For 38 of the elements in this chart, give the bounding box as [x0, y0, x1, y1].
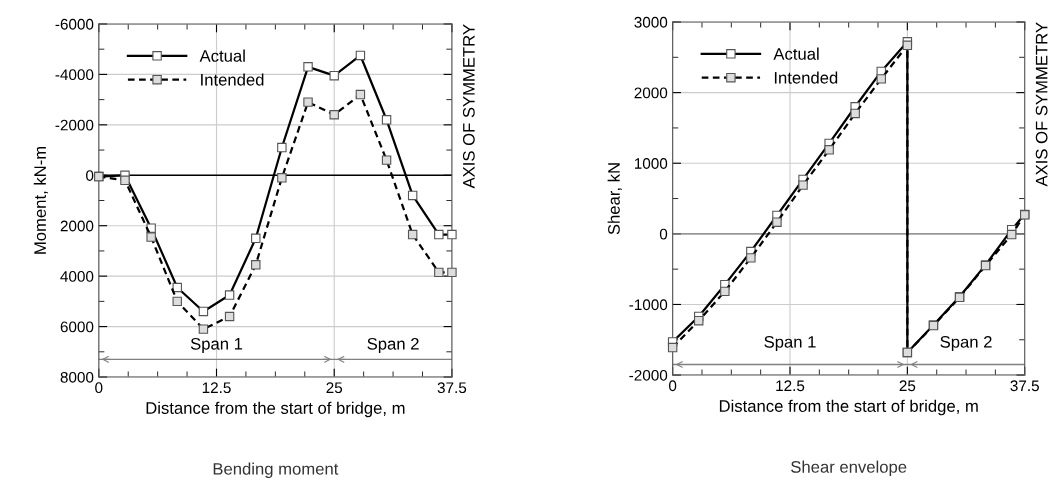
y-axis-title: Shear, kN	[607, 163, 622, 235]
x-tick-label: 0	[668, 380, 677, 392]
y-tick-label: 8000	[60, 371, 94, 383]
text: AXIS OF SYMMETRY	[1035, 22, 1048, 187]
x-tick-label: 25	[899, 380, 916, 392]
x-tick-label: 37.5	[1010, 380, 1039, 392]
legend-label: Actual	[773, 47, 819, 60]
x-tick-label: 0	[95, 382, 103, 394]
x-axis-title: Distance from the start of bridge, m	[719, 399, 978, 416]
legend-label: Intended	[774, 71, 838, 84]
y-tick-label: 0	[659, 228, 668, 240]
y-tick-label: 2000	[634, 87, 668, 99]
annotation: Span 1	[190, 337, 243, 354]
y-tick-label: 2000	[60, 220, 94, 232]
y-tick-label: 4000	[60, 271, 94, 282]
x-tick-label: 12.5	[776, 380, 805, 392]
text: Shear envelope	[791, 460, 907, 477]
y-tick-label: -4000	[55, 69, 94, 81]
y-tick-label: -2000	[55, 119, 94, 131]
y-tick-label: -6000	[55, 18, 94, 30]
annotation: Span 1	[764, 335, 816, 352]
y-tick-label: 6000	[60, 321, 94, 333]
y-axis-title: Moment, kN-m	[33, 146, 48, 254]
x-tick-label: 37.5	[437, 382, 467, 394]
x-tick-label: 25	[326, 382, 343, 394]
y-tick-label: 0	[86, 170, 94, 181]
x-tick-label: 12.5	[202, 382, 231, 394]
x-axis-title: Distance from the start of bridge, m	[146, 401, 405, 418]
legend-label: Actual	[199, 49, 245, 62]
y-tick-label: -2000	[629, 369, 668, 381]
annotation: Span 2	[940, 335, 992, 352]
y-tick-label: 3000	[634, 16, 668, 28]
text: AXIS OF SYMMETRY	[462, 24, 475, 189]
y-tick-label: 1000	[634, 158, 668, 169]
legend-label: Intended	[201, 73, 264, 86]
annotation: Span 2	[367, 337, 419, 354]
y-tick-label: -1000	[629, 299, 668, 311]
text: Bending moment	[213, 462, 339, 479]
